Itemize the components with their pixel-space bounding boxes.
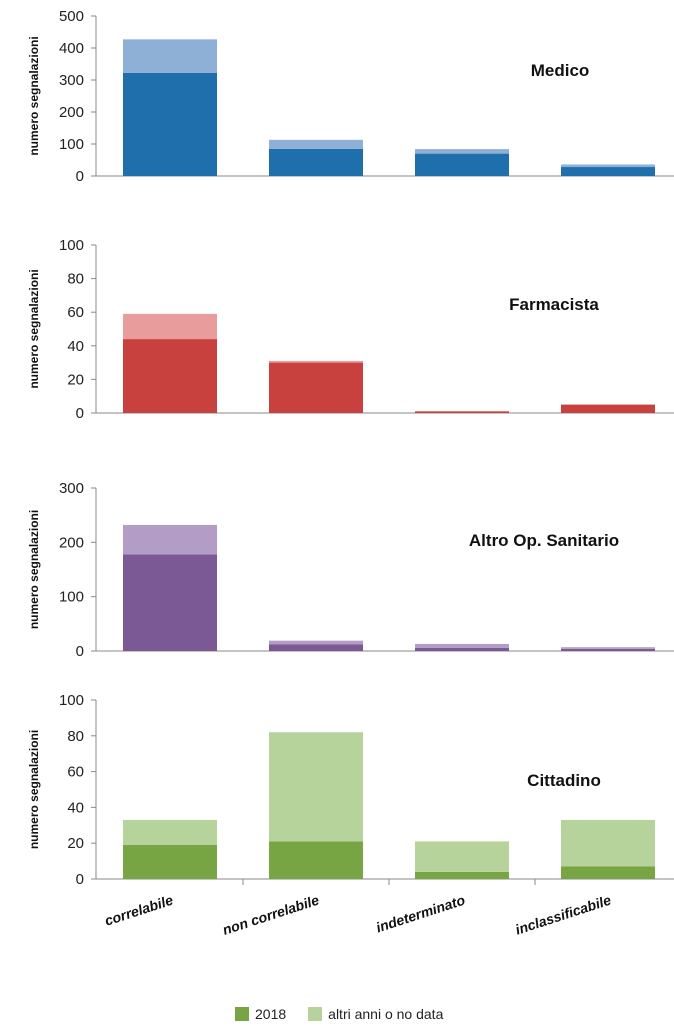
bar-cittadino-inclassificabile-2018 bbox=[561, 866, 655, 879]
y-tick-label: 100 bbox=[59, 692, 84, 709]
bar-medico-indeterminato-2018 bbox=[415, 153, 509, 176]
panel-medico: 0 100 200 300 400 500 numero segnalazioni Medic… bbox=[27, 8, 674, 185]
y-axis-label: numero segnalazioni bbox=[27, 36, 41, 155]
y-tick-label: 100 bbox=[59, 237, 84, 254]
y-tick-label: 0 bbox=[76, 168, 84, 185]
bar-altro-op-sanitario-indeterminato-altri-anni-o-no-data bbox=[415, 643, 509, 648]
y-tick-label: 200 bbox=[59, 534, 84, 551]
bar-medico-correlabile-altri-anni-o-no-data bbox=[123, 39, 217, 73]
y-tick-label: 20 bbox=[67, 371, 84, 388]
y-tick-label: 0 bbox=[76, 643, 84, 660]
x-category-label-non-correlabile: non correlabile bbox=[221, 892, 322, 938]
bar-cittadino-indeterminato-altri-anni-o-no-data bbox=[415, 841, 509, 872]
panel-altro-op-sanitario: 0 100 200 300 numero segnalazioni Altro Op. S… bbox=[27, 480, 674, 660]
y-tick-label: 300 bbox=[59, 480, 84, 497]
y-tick-label: 20 bbox=[67, 835, 84, 852]
bar-altro-op-sanitario-correlabile-altri-anni-o-no-data bbox=[123, 524, 217, 555]
y-tick-label: 500 bbox=[59, 8, 84, 25]
panel-title: Farmacista bbox=[509, 295, 599, 314]
bar-farmacista-correlabile-2018 bbox=[123, 339, 217, 413]
y-tick-label: 100 bbox=[59, 589, 84, 606]
y-axis-label: numero segnalazioni bbox=[27, 510, 41, 629]
bar-altro-op-sanitario-inclassificabile-altri-anni-o-no-data bbox=[561, 647, 655, 649]
x-category-label-inclassificabile: inclassificabile bbox=[513, 892, 613, 938]
bar-medico-non-correlabile-2018 bbox=[269, 148, 363, 176]
bar-cittadino-correlabile-2018 bbox=[123, 844, 217, 879]
y-tick-label: 40 bbox=[67, 338, 84, 355]
bar-altro-op-sanitario-inclassificabile-2018 bbox=[561, 648, 655, 651]
legend-item-2018: 2018 bbox=[235, 1006, 286, 1022]
y-tick-label: 400 bbox=[59, 40, 84, 57]
bar-farmacista-inclassificabile-2018 bbox=[561, 404, 655, 413]
bar-medico-inclassificabile-altri-anni-o-no-data bbox=[561, 164, 655, 168]
bar-medico-inclassificabile-2018 bbox=[561, 167, 655, 176]
bar-cittadino-correlabile-altri-anni-o-no-data bbox=[123, 819, 217, 845]
bar-cittadino-non-correlabile-altri-anni-o-no-data bbox=[269, 732, 363, 842]
bar-medico-correlabile-2018 bbox=[123, 72, 217, 176]
y-tick-label: 200 bbox=[59, 104, 84, 121]
bar-farmacista-non-correlabile-2018 bbox=[269, 362, 363, 413]
panel-farmacista: 0 20 40 60 80 100 numero segnalazioni Farmacist… bbox=[27, 237, 674, 422]
bar-medico-non-correlabile-altri-anni-o-no-data bbox=[269, 139, 363, 149]
legend-label-2018: 2018 bbox=[255, 1006, 287, 1022]
x-category-label-indeterminato: indeterminato bbox=[374, 892, 467, 936]
panel-cittadino: 0 20 40 60 80 100 numero segnalazioni Cittadino bbox=[27, 692, 674, 888]
bar-farmacista-correlabile-altri-anni-o-no-data bbox=[123, 313, 217, 340]
x-category-label-correlabile: correlabile bbox=[103, 892, 175, 929]
legend-swatch-2018 bbox=[235, 1007, 249, 1021]
bar-altro-op-sanitario-non-correlabile-2018 bbox=[269, 644, 363, 651]
y-tick-label: 100 bbox=[59, 136, 84, 153]
bar-altro-op-sanitario-correlabile-2018 bbox=[123, 554, 217, 651]
y-axis-label: numero segnalazioni bbox=[27, 269, 41, 388]
bar-medico-indeterminato-altri-anni-o-no-data bbox=[415, 149, 509, 154]
y-tick-label: 0 bbox=[76, 405, 84, 422]
legend-item-other: altri anni o no data bbox=[308, 1006, 443, 1022]
y-tick-label: 80 bbox=[67, 271, 84, 288]
panel-title: Cittadino bbox=[527, 771, 601, 790]
y-tick-label: 300 bbox=[59, 72, 84, 89]
y-axis-label: numero segnalazioni bbox=[27, 730, 41, 849]
bar-altro-op-sanitario-indeterminato-2018 bbox=[415, 647, 509, 651]
bar-farmacista-indeterminato-2018 bbox=[415, 411, 509, 413]
y-tick-label: 60 bbox=[67, 764, 84, 781]
panel-title: Medico bbox=[531, 61, 590, 80]
bar-cittadino-inclassificabile-altri-anni-o-no-data bbox=[561, 819, 655, 867]
legend: 2018 altri anni o no data bbox=[235, 1006, 465, 1022]
y-tick-label: 60 bbox=[67, 304, 84, 321]
bar-cittadino-indeterminato-2018 bbox=[415, 871, 509, 879]
bar-farmacista-non-correlabile-altri-anni-o-no-data bbox=[269, 360, 363, 363]
legend-label-other: altri anni o no data bbox=[328, 1006, 444, 1022]
y-tick-label: 0 bbox=[76, 871, 84, 888]
panel-title: Altro Op. Sanitario bbox=[469, 531, 619, 550]
bar-cittadino-non-correlabile-2018 bbox=[269, 841, 363, 879]
legend-swatch-other bbox=[308, 1007, 323, 1021]
bar-altro-op-sanitario-non-correlabile-altri-anni-o-no-data bbox=[269, 640, 363, 645]
y-tick-label: 80 bbox=[67, 728, 84, 745]
y-tick-label: 40 bbox=[67, 799, 84, 816]
